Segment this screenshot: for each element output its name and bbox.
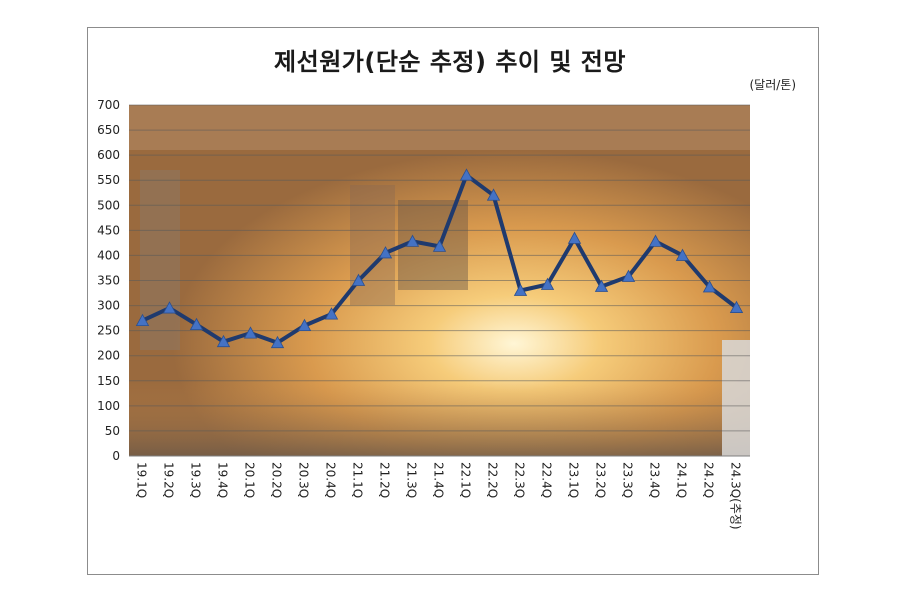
x-tick-label: 23.3Q xyxy=(621,462,635,498)
x-tick-label: 20.4Q xyxy=(324,462,338,498)
x-tick-label: 23.2Q xyxy=(594,462,608,498)
data-point-marker xyxy=(513,283,528,296)
data-point-marker xyxy=(729,300,744,313)
data-point-marker xyxy=(594,279,609,292)
data-point-marker xyxy=(567,231,582,244)
data-point-marker xyxy=(324,307,339,320)
x-tick-label: 23.4Q xyxy=(648,462,662,498)
x-tick-label: 24.1Q xyxy=(675,462,689,498)
x-tick-label: 21.4Q xyxy=(432,462,446,498)
y-tick-label: 100 xyxy=(97,399,120,413)
series-line xyxy=(135,168,744,349)
y-tick-label: 50 xyxy=(105,424,120,438)
y-tick-label: 550 xyxy=(97,173,120,187)
data-point-marker xyxy=(270,335,285,349)
x-tick-label: 24.3Q(추정) xyxy=(729,462,743,530)
y-tick-label: 300 xyxy=(97,299,120,313)
x-tick-label: 24.2Q xyxy=(702,462,716,498)
data-point-marker xyxy=(243,326,258,339)
data-point-marker xyxy=(648,234,663,247)
unit-label: (달러/톤) xyxy=(749,78,796,92)
data-point-marker xyxy=(216,334,231,348)
data-point-marker xyxy=(621,269,636,282)
x-tick-label: 19.2Q xyxy=(162,462,176,498)
x-tick-label: 21.2Q xyxy=(378,462,392,498)
data-point-marker xyxy=(486,188,501,201)
x-axis: 19.1Q 19.2Q 19.3Q 19.4Q 20.1Q 20.2Q 20.3Q 20.4Q… xyxy=(129,455,750,530)
data-point-marker xyxy=(189,317,204,331)
x-tick-label: 22.4Q xyxy=(540,462,554,498)
x-tick-label: 20.2Q xyxy=(270,462,284,498)
x-tick-label: 22.2Q xyxy=(486,462,500,498)
y-tick-label: 400 xyxy=(97,248,120,262)
y-tick-label: 250 xyxy=(97,324,120,338)
data-point-marker xyxy=(432,239,447,252)
x-tick-label: 19.1Q xyxy=(135,462,149,498)
x-tick-label: 21.3Q xyxy=(405,462,419,498)
y-tick-label: 650 xyxy=(97,123,120,137)
data-point-marker xyxy=(378,246,393,259)
data-point-marker xyxy=(540,277,555,290)
data-point-marker xyxy=(675,248,690,261)
y-tick-label: 200 xyxy=(97,349,120,363)
data-point-marker xyxy=(135,313,150,327)
y-tick-label: 700 xyxy=(97,98,120,112)
x-tick-label: 23.1Q xyxy=(567,462,581,498)
data-point-marker xyxy=(459,168,474,181)
data-point-marker xyxy=(162,301,177,314)
data-point-marker xyxy=(702,280,717,293)
y-axis: 0 50 100 150 200 250 300 350 400 450 500 550 600 650 7… xyxy=(97,98,120,463)
chart-title: 제선원가(단순 추정) 추이 및 전망 xyxy=(274,48,626,76)
y-tick-label: 0 xyxy=(112,449,120,463)
data-point-marker xyxy=(405,234,420,247)
x-tick-label: 22.1Q xyxy=(459,462,473,498)
x-tick-label: 19.3Q xyxy=(189,462,203,498)
y-tick-label: 150 xyxy=(97,374,120,388)
y-tick-label: 450 xyxy=(97,223,120,237)
x-tick-label: 21.1Q xyxy=(351,462,365,498)
x-tick-label: 20.1Q xyxy=(243,462,257,498)
data-point-marker xyxy=(297,318,312,332)
x-tick-label: 19.4Q xyxy=(216,462,230,498)
y-tick-label: 350 xyxy=(97,274,120,288)
x-tick-label: 20.3Q xyxy=(297,462,311,498)
data-point-marker xyxy=(351,273,366,286)
y-tick-label: 600 xyxy=(97,148,120,162)
x-tick-label: 22.3Q xyxy=(513,462,527,498)
y-tick-label: 500 xyxy=(97,198,120,212)
background-photo xyxy=(129,105,750,456)
